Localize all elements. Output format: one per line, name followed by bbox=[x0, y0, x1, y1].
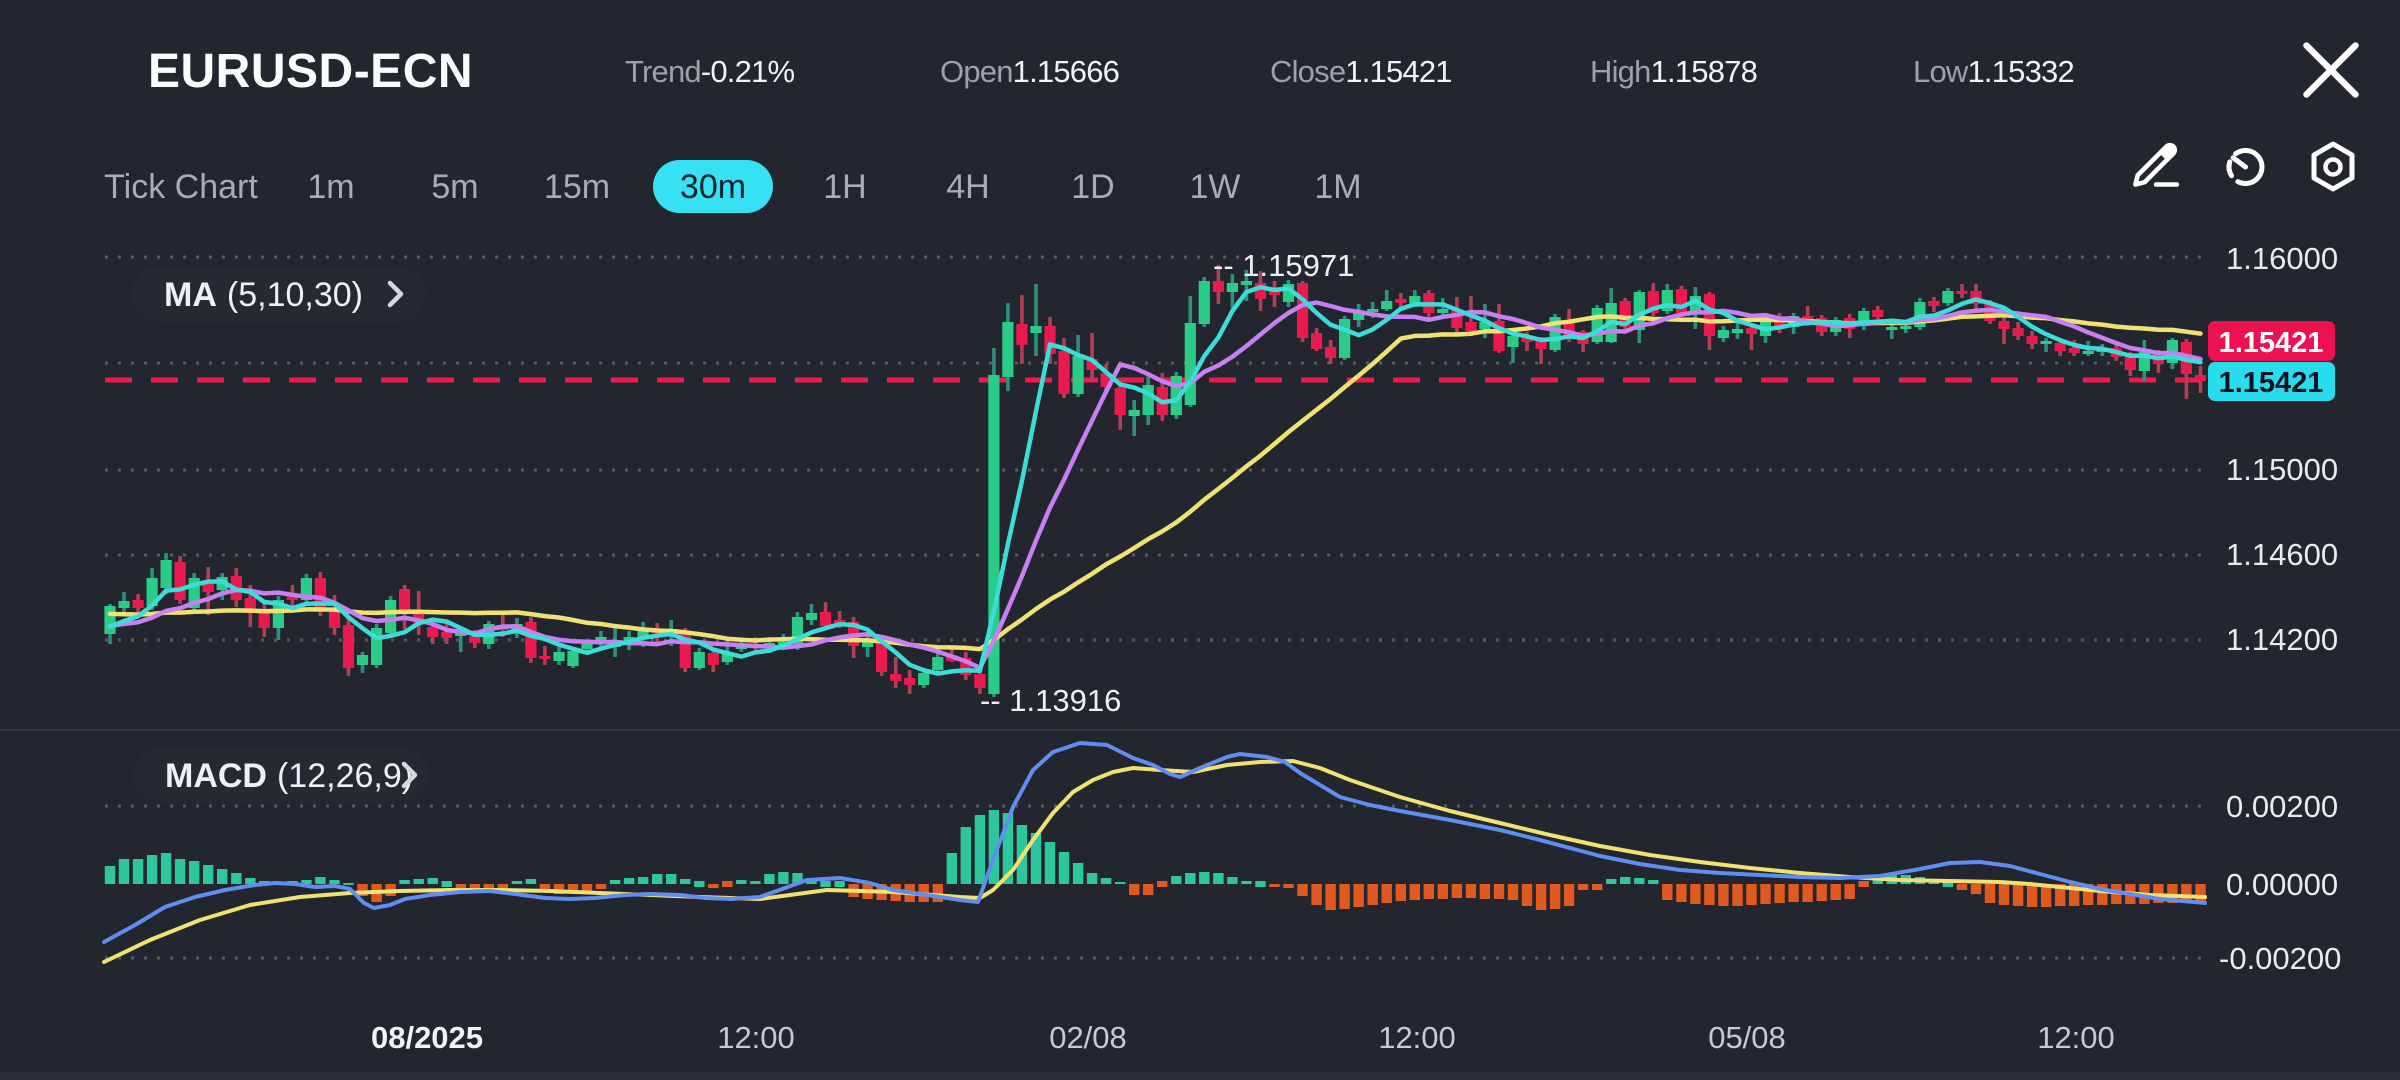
svg-text:-- 1.13916: -- 1.13916 bbox=[980, 683, 1121, 718]
svg-text:08/2025: 08/2025 bbox=[371, 1020, 483, 1055]
svg-text:MA(5,10,30): MA (5,10,30) bbox=[164, 276, 363, 314]
svg-text:02/08: 02/08 bbox=[1049, 1020, 1127, 1055]
svg-text:1.14200: 1.14200 bbox=[2226, 622, 2338, 657]
svg-text:5m: 5m bbox=[431, 168, 478, 206]
svg-text:Low1.15332: Low1.15332 bbox=[1913, 54, 2074, 89]
svg-text:-0.00200: -0.00200 bbox=[2219, 941, 2341, 976]
svg-text:Trend-0.21%: Trend-0.21% bbox=[625, 54, 795, 89]
svg-text:1H: 1H bbox=[823, 168, 866, 206]
svg-text:MACD(12,26,9): MACD (12,26,9) bbox=[165, 757, 413, 795]
svg-text:1M: 1M bbox=[1314, 168, 1361, 206]
svg-text:12:00: 12:00 bbox=[1378, 1020, 1456, 1055]
svg-text:1.16000: 1.16000 bbox=[2226, 241, 2338, 276]
svg-text:Tick Chart: Tick Chart bbox=[104, 168, 258, 206]
svg-text:30m: 30m bbox=[680, 168, 746, 206]
svg-text:Open1.15666: Open1.15666 bbox=[940, 54, 1119, 89]
svg-text:0.00000: 0.00000 bbox=[2226, 867, 2338, 902]
svg-text:1D: 1D bbox=[1071, 168, 1114, 206]
svg-text:1.15421: 1.15421 bbox=[2219, 367, 2324, 399]
svg-text:15m: 15m bbox=[544, 168, 610, 206]
svg-text:05/08: 05/08 bbox=[1708, 1020, 1786, 1055]
svg-text:12:00: 12:00 bbox=[717, 1020, 795, 1055]
svg-text:1.15421: 1.15421 bbox=[2219, 327, 2324, 359]
svg-text:-- 1.15971: -- 1.15971 bbox=[1213, 248, 1354, 283]
svg-text:4H: 4H bbox=[946, 168, 989, 206]
svg-text:1.15000: 1.15000 bbox=[2226, 452, 2338, 487]
svg-text:1m: 1m bbox=[307, 168, 354, 206]
svg-text:Close1.15421: Close1.15421 bbox=[1270, 54, 1452, 89]
svg-text:12:00: 12:00 bbox=[2037, 1020, 2115, 1055]
svg-text:1W: 1W bbox=[1190, 168, 1241, 206]
svg-text:1.14600: 1.14600 bbox=[2226, 537, 2338, 572]
svg-text:EURUSD-ECN: EURUSD-ECN bbox=[148, 45, 473, 98]
svg-text:0.00200: 0.00200 bbox=[2226, 789, 2338, 824]
svg-text:High1.15878: High1.15878 bbox=[1590, 54, 1757, 89]
